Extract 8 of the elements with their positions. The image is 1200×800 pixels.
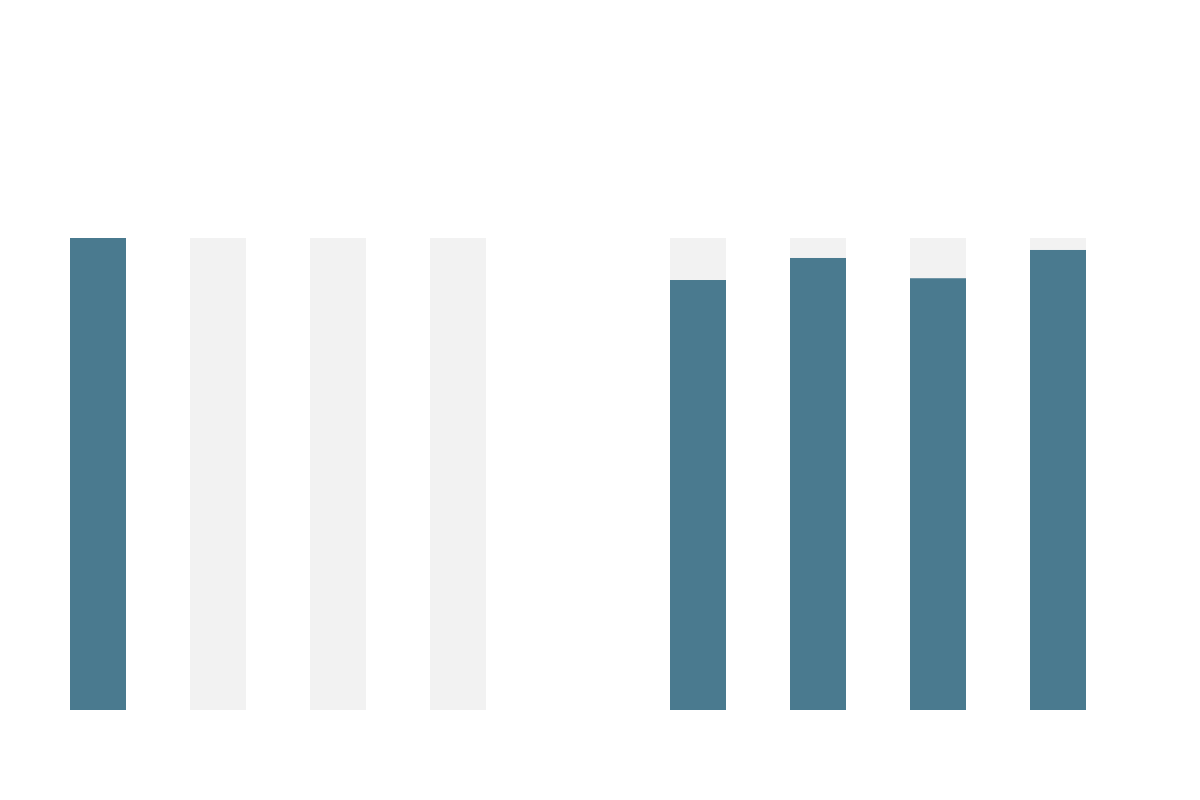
bar bbox=[670, 280, 726, 710]
bar bbox=[910, 278, 966, 710]
bar bbox=[1030, 238, 1086, 250]
bar bbox=[670, 238, 726, 281]
bar bbox=[790, 257, 846, 710]
bar bbox=[1030, 249, 1086, 710]
bar bbox=[910, 238, 966, 279]
bar bbox=[790, 238, 846, 258]
